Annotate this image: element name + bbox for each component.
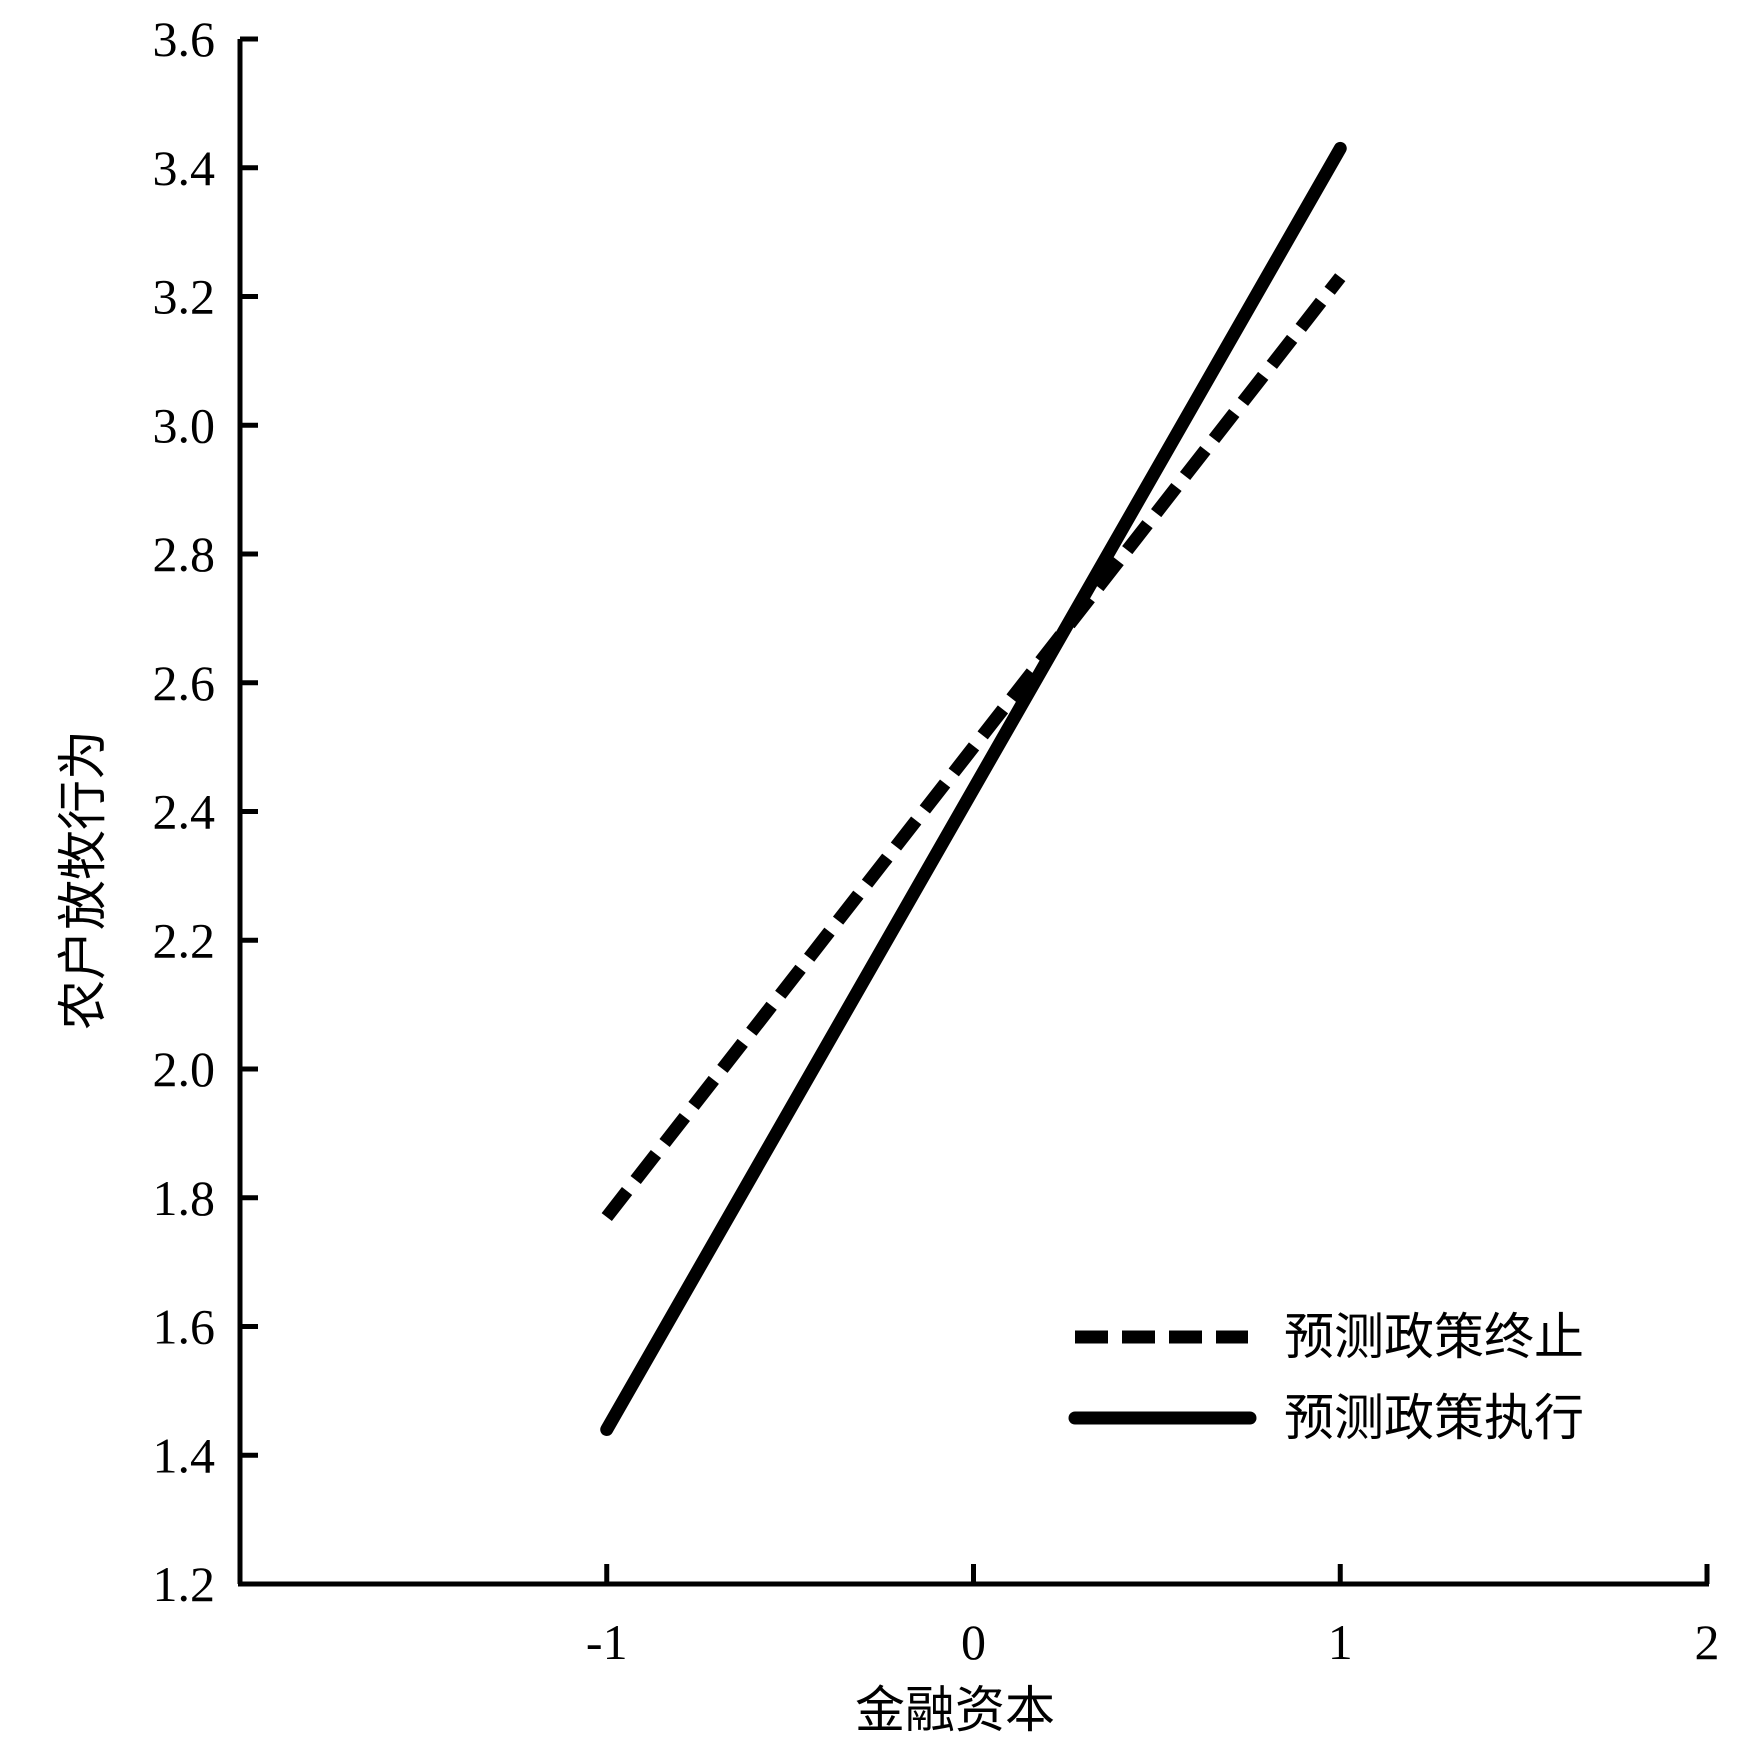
x-tick-label: 1 xyxy=(1328,1614,1353,1670)
y-tick-label: 3.0 xyxy=(153,397,216,453)
y-tick-label: 2.0 xyxy=(153,1041,216,1097)
y-tick-label: 1.6 xyxy=(153,1299,216,1355)
y-tick-label: 1.4 xyxy=(153,1427,216,1483)
y-tick-label: 1.2 xyxy=(153,1556,216,1612)
y-tick-label: 1.8 xyxy=(153,1170,216,1226)
series-line-policy-termination xyxy=(601,273,1346,1222)
y-tick-label: 3.2 xyxy=(153,269,216,325)
y-tick-label: 2.4 xyxy=(153,784,216,840)
y-tick-label: 3.4 xyxy=(153,140,216,196)
series-line-policy-execution xyxy=(600,141,1347,1436)
legend-label-policy-execution: 预测政策执行 xyxy=(1284,1389,1584,1447)
x-axis-ticks: -1 0 1 2 xyxy=(586,1564,1720,1670)
y-tick-label: 2.6 xyxy=(153,655,216,711)
y-axis-ticks: 1.2 1.4 1.6 1.8 2.0 2.2 2.4 2.6 2.8 3.0 3.2 3.4 3.6 xyxy=(153,11,258,1612)
y-tick-label: 3.6 xyxy=(153,11,216,67)
x-tick-label: 2 xyxy=(1695,1614,1720,1670)
y-axis-title: 农户放牧行为 xyxy=(54,730,112,1030)
series-layer xyxy=(600,141,1347,1436)
y-tick-label: 2.2 xyxy=(153,912,216,968)
legend: 预测政策终止 预测政策执行 xyxy=(1068,1308,1584,1447)
x-tick-label: 0 xyxy=(961,1614,986,1670)
x-tick-label: -1 xyxy=(586,1614,628,1670)
y-tick-label: 2.8 xyxy=(153,526,216,582)
legend-label-policy-termination: 预测政策终止 xyxy=(1284,1308,1584,1366)
x-axis-title: 金融资本 xyxy=(855,1681,1055,1739)
